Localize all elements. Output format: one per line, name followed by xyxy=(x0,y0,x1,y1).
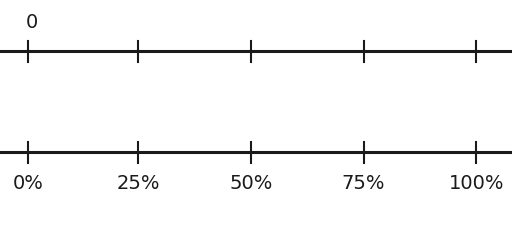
Text: 0: 0 xyxy=(26,13,38,32)
Text: 25%: 25% xyxy=(117,174,160,193)
Text: 50%: 50% xyxy=(229,174,272,193)
Text: 0%: 0% xyxy=(13,174,44,193)
Text: 75%: 75% xyxy=(342,174,385,193)
Text: 100%: 100% xyxy=(449,174,504,193)
